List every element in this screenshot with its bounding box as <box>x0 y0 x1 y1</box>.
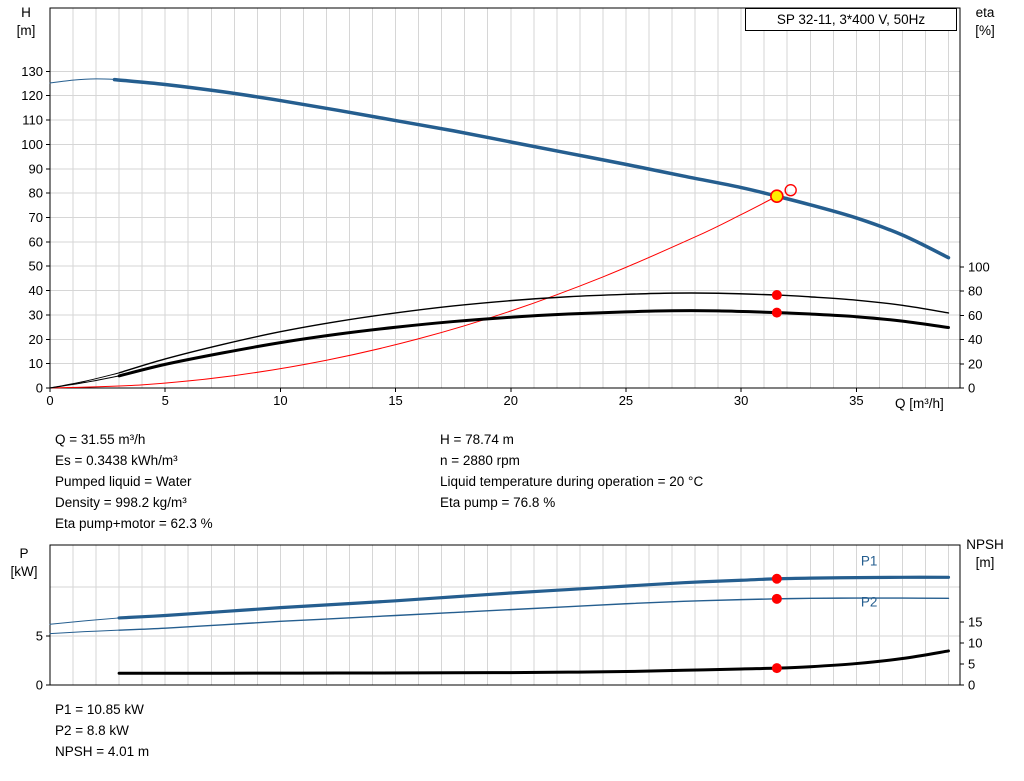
npsh-axis-symbol: NPSH <box>966 537 1004 552</box>
y-left-tick-label: 5 <box>36 629 43 644</box>
y-left-tick-label: 0 <box>36 381 43 396</box>
info-line: Q = 31.55 m³/h <box>55 432 146 447</box>
eta-pump-point <box>771 290 782 301</box>
info-line: Eta pump = 76.8 % <box>440 495 556 510</box>
y-right-tick-label: 20 <box>968 356 982 371</box>
y-left-tick-label: 100 <box>21 137 43 152</box>
y-right-tick-label: 10 <box>968 635 982 650</box>
y-right-tick-label: 80 <box>968 284 982 299</box>
power-npsh-chart: 0 5 0 5 10 15 P1 P2 <box>36 544 983 693</box>
gridlines <box>50 8 960 388</box>
duty-point-outline <box>784 184 797 197</box>
axis-tick-labels: 0 5 10 15 20 25 30 35 0 10 20 30 40 50 60 70 80 90 100 110 1… <box>21 64 989 408</box>
info-line: Es = 0.3438 kWh/m³ <box>55 453 178 468</box>
x-tick-label: 20 <box>504 393 518 408</box>
y-left-tick-label: 30 <box>29 307 43 322</box>
axis-tick-labels: 0 5 0 5 10 15 <box>36 614 983 692</box>
info-line: H = 78.74 m <box>440 432 514 447</box>
npsh-axis-unit: [m] <box>975 555 995 570</box>
y-right-tick-label: 0 <box>968 678 975 693</box>
duty-point-marker <box>770 189 784 203</box>
h-curve-lead <box>49 78 120 84</box>
info-line: Density = 998.2 kg/m³ <box>55 495 187 510</box>
y-right-tick-label: 5 <box>968 656 975 671</box>
y-left-tick-label: 70 <box>29 210 43 225</box>
eta-pump-curve <box>118 292 950 374</box>
npsh-axis-title: NPSH [m] <box>960 536 1010 572</box>
x-tick-label: 10 <box>273 393 287 408</box>
axis-ticks <box>46 70 964 392</box>
eta-axis-unit: [%] <box>975 23 995 38</box>
eta-pump-motor-lead <box>49 375 120 389</box>
y-left-tick-label: 40 <box>29 283 43 298</box>
p1-lead <box>49 617 120 625</box>
axis-ticks <box>46 621 964 686</box>
y-left-tick-label: 130 <box>21 64 43 79</box>
y-right-tick-label: 60 <box>968 308 982 323</box>
duty-info-right: H = 78.74 m n = 2880 rpm Liquid temperat… <box>440 429 703 513</box>
eta-pump-motor-point <box>771 307 782 318</box>
info-line: Liquid temperature during operation = 20… <box>440 474 704 489</box>
plot-border <box>49 544 961 686</box>
x-tick-label: 35 <box>849 393 863 408</box>
p1-point <box>771 573 782 584</box>
h-axis-symbol: H <box>21 5 31 20</box>
eta-pump-motor-curve <box>117 309 950 378</box>
y-left-tick-label: 90 <box>29 161 43 176</box>
eta-axis-title: eta [%] <box>963 4 1007 40</box>
eta-pump-lead <box>49 372 120 389</box>
p-axis-unit: [kW] <box>10 564 38 579</box>
p-axis-title: P [kW] <box>2 545 46 581</box>
h-axis-unit: [m] <box>16 23 36 38</box>
x-tick-label: 15 <box>388 393 402 408</box>
eta-axis-symbol: eta <box>975 5 995 20</box>
info-line: P2 = 8.8 kW <box>55 723 129 738</box>
y-left-tick-label: 0 <box>36 678 43 693</box>
duty-info-left: Q = 31.55 m³/h Es = 0.3438 kWh/m³ Pumped… <box>55 429 213 534</box>
npsh-point <box>771 663 782 674</box>
p1-label: P1 <box>861 554 878 569</box>
y-left-tick-label: 50 <box>29 259 43 274</box>
info-line: n = 2880 rpm <box>440 453 520 468</box>
y-left-tick-label: 10 <box>29 356 43 371</box>
system-curve <box>49 195 778 389</box>
x-tick-label: 30 <box>734 393 748 408</box>
y-left-tick-label: 120 <box>21 88 43 103</box>
info-line: Eta pump+motor = 62.3 % <box>55 516 213 531</box>
y-left-tick-label: 20 <box>29 332 43 347</box>
y-right-tick-label: 15 <box>968 614 982 629</box>
y-left-tick-label: 110 <box>22 113 43 128</box>
p2-point <box>771 593 782 604</box>
x-tick-label: 5 <box>162 393 169 408</box>
p1-curve <box>117 575 951 620</box>
p2-curve <box>118 597 950 631</box>
p-axis-symbol: P <box>19 546 29 561</box>
x-tick-label: 25 <box>619 393 633 408</box>
gridlines <box>50 545 960 685</box>
q-axis-title: Q [m³/h] <box>895 396 944 411</box>
hq-eta-chart: 0 5 10 15 20 25 30 35 0 10 20 30 40 50 60 70 80 90 100 110 1… <box>21 7 990 408</box>
y-right-tick-label: 100 <box>968 259 990 274</box>
info-line: P1 = 10.85 kW <box>55 702 144 717</box>
pump-title-box: SP 32-11, 3*400 V, 50Hz <box>745 8 957 31</box>
x-tick-label: 0 <box>46 393 53 408</box>
npsh-curve <box>117 649 950 675</box>
h-axis-title: H [m] <box>4 4 48 40</box>
y-left-tick-label: 60 <box>29 234 43 249</box>
h-curve <box>112 77 951 260</box>
y-right-tick-label: 0 <box>968 381 975 396</box>
power-info: P1 = 10.85 kW P2 = 8.8 kW NPSH = 4.01 m <box>55 699 149 762</box>
info-line: Pumped liquid = Water <box>55 474 192 489</box>
info-line: NPSH = 4.01 m <box>55 744 150 759</box>
p2-label: P2 <box>861 595 878 610</box>
p2-lead <box>49 629 120 635</box>
y-right-tick-label: 40 <box>968 332 982 347</box>
plot-border <box>49 7 961 389</box>
y-left-tick-label: 80 <box>29 186 43 201</box>
